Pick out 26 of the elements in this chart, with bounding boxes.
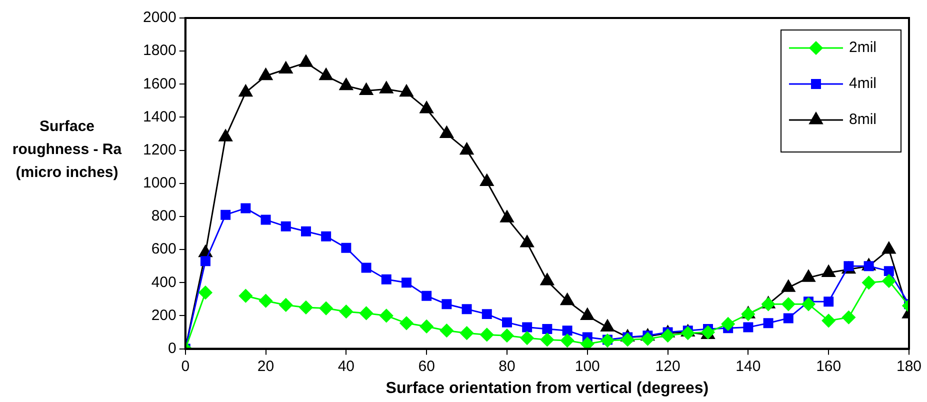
x-tick-label: 20 xyxy=(257,358,274,375)
y-axis-title: Surface roughness - Ra (micro inches) xyxy=(11,117,123,183)
x-tick-label: 160 xyxy=(816,358,842,375)
y-tick-label: 1600 xyxy=(142,75,176,92)
y-tick-label: 400 xyxy=(151,274,176,291)
y-tick-label: 1800 xyxy=(142,42,176,60)
y-tick-label: 1400 xyxy=(142,108,176,126)
y-tick-label: 800 xyxy=(151,208,176,225)
y-tick-label: 600 xyxy=(151,240,176,258)
y-tick-label: 2000 xyxy=(142,9,176,26)
x-tick-label: 100 xyxy=(574,358,600,375)
x-axis-title: Surface orientation from vertical (degrees) xyxy=(386,380,709,397)
legend-label: 4mil xyxy=(849,75,877,92)
y-tick-label: 1000 xyxy=(142,174,176,192)
y-tick-label: 200 xyxy=(151,306,176,324)
x-tick-label: 80 xyxy=(498,358,516,375)
x-tick-label: 180 xyxy=(896,358,922,375)
x-tick-label: 0 xyxy=(181,358,190,375)
x-tick-label: 40 xyxy=(338,358,355,375)
x-tick-label: 60 xyxy=(418,358,435,375)
x-tick-label: 140 xyxy=(736,358,761,375)
y-tick-label: 1200 xyxy=(142,141,176,158)
x-tick-label: 120 xyxy=(655,358,680,375)
y-tick-label: 0 xyxy=(168,340,176,357)
legend-label: 2mil xyxy=(849,39,877,56)
legend-label: 8mil xyxy=(849,111,877,128)
